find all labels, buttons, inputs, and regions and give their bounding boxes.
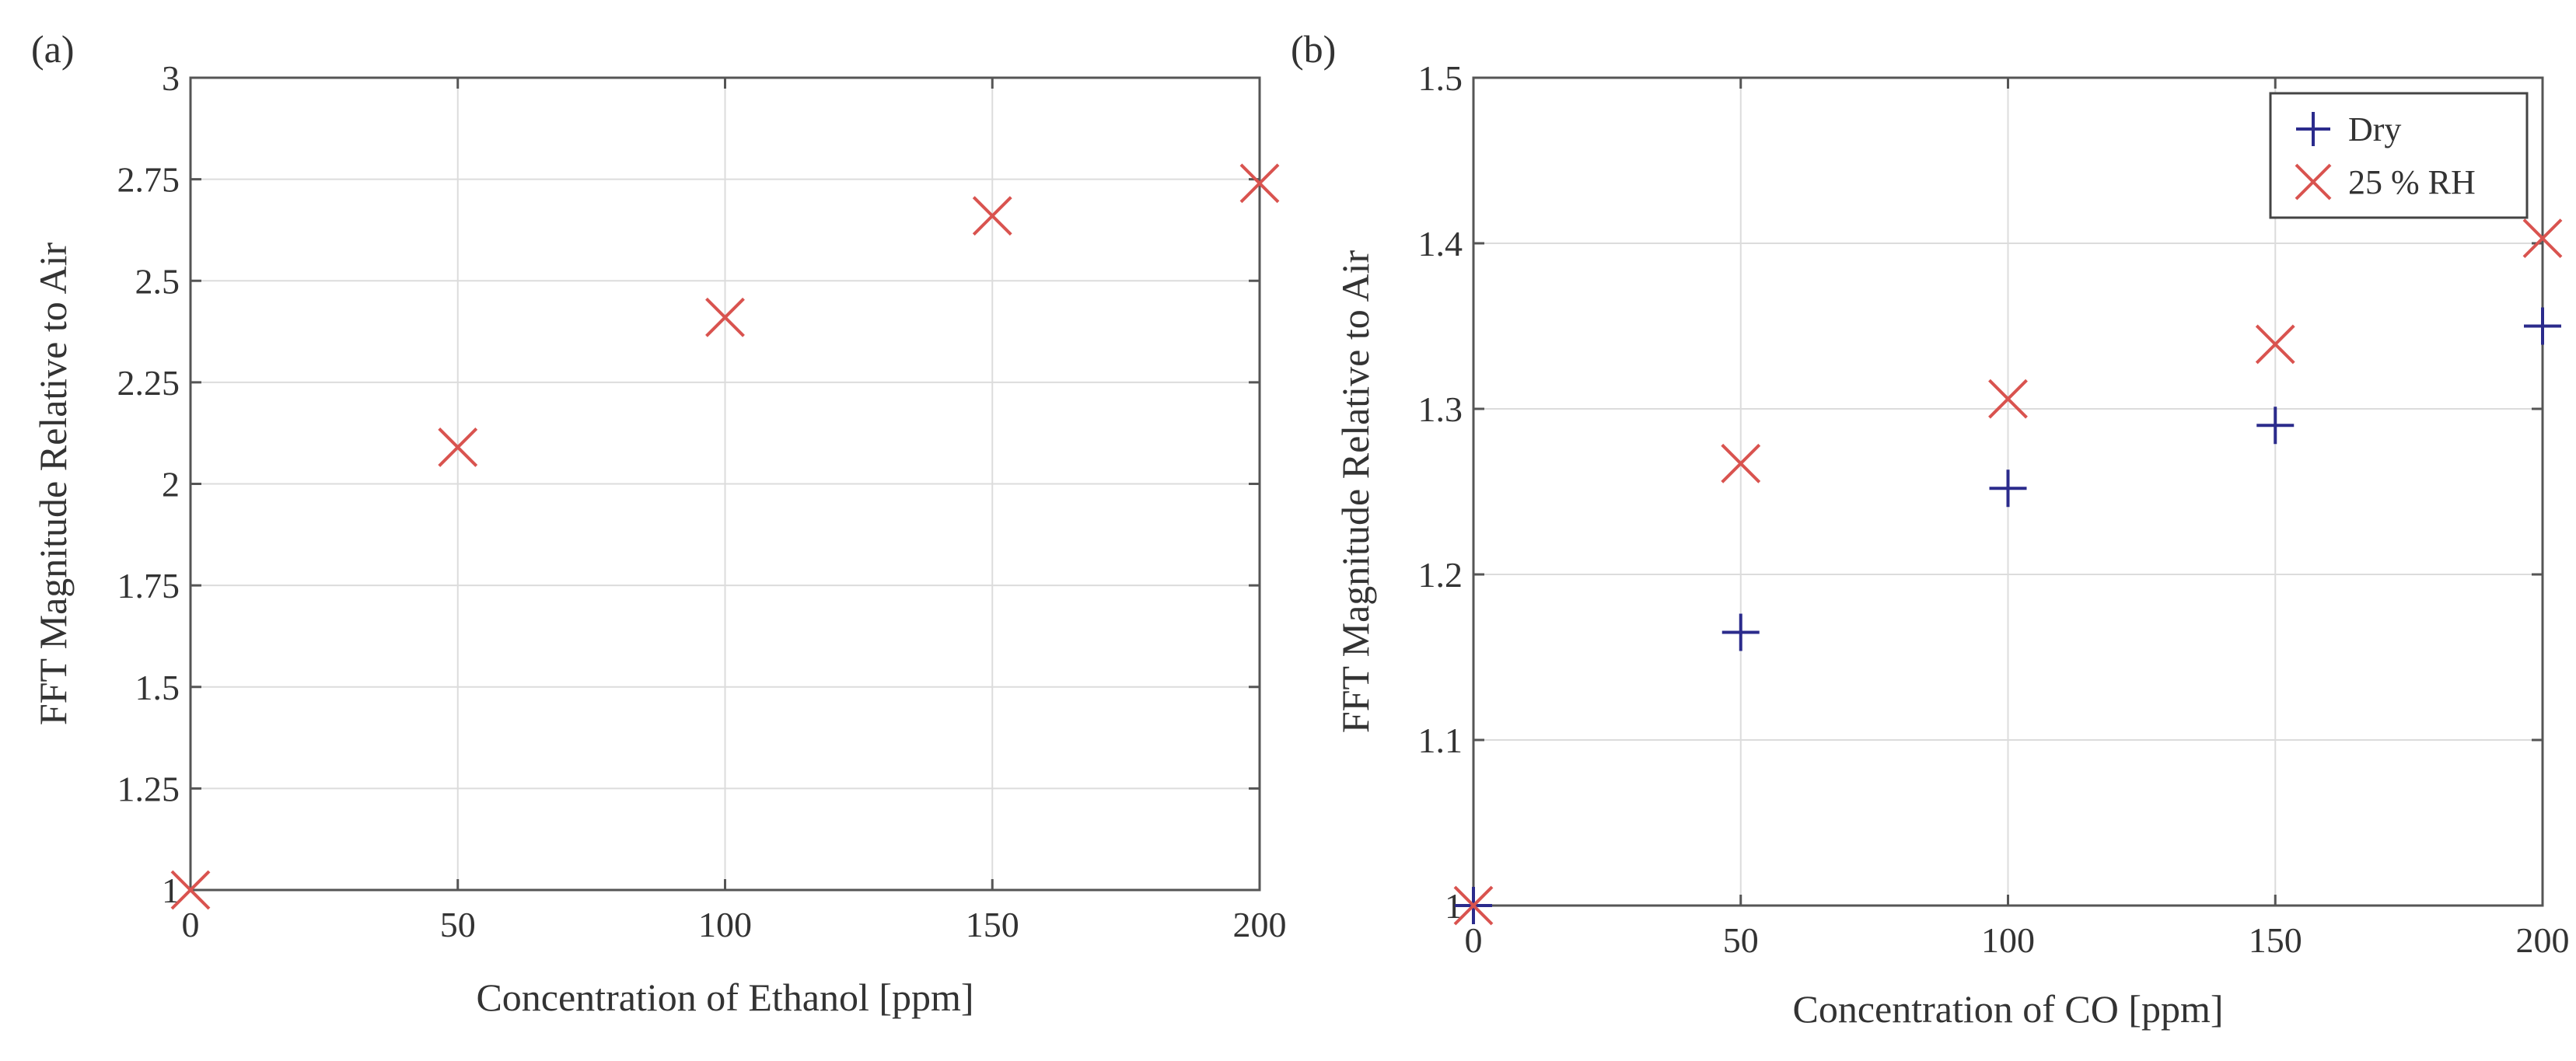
chart-b-series-1-point-3 xyxy=(2255,324,2295,365)
chart-a-series-0-point-4-stroke-2 xyxy=(1239,163,1280,204)
chart-b-series-1-point-0 xyxy=(1453,885,1494,926)
chart-a-grid xyxy=(190,77,1260,891)
chart-a-panel-label: (a) xyxy=(31,27,75,71)
chart-b-y-tick-label-2: 1.2 xyxy=(1418,555,1463,595)
chart-b-legend-label-1: 25 % RH xyxy=(2348,163,2476,201)
chart-b-y-tick-label-5: 1.5 xyxy=(1418,58,1463,98)
chart-a-series-0-point-3 xyxy=(972,196,1012,236)
chart-a-y-tick-label-6: 2.5 xyxy=(135,261,180,301)
chart-b-x-tick-label-1: 50 xyxy=(1723,920,1759,960)
chart-b-series-1-point-4-stroke-2 xyxy=(2522,218,2563,259)
chart-b-legend-box xyxy=(2269,92,2529,219)
chart-a-x-tick-label-0: 0 xyxy=(182,905,200,944)
chart-b-series-1-point-3-stroke-2 xyxy=(2255,324,2295,365)
chart-b-y-axis-label: FFT Magnitude Relative to Air xyxy=(1333,250,1377,734)
chart-a-series-0-point-0-stroke-2 xyxy=(170,870,211,910)
chart-a-y-tick-label-2: 1.5 xyxy=(135,668,180,707)
chart-a-series-0-point-4 xyxy=(1239,163,1280,204)
chart-b-x-tick-label-0: 0 xyxy=(1465,920,1483,960)
chart-b-series-1 xyxy=(1453,218,2563,926)
chart-b-x-tick-label-3: 150 xyxy=(2249,920,2302,960)
chart-panel-a: 0 50 100 150 200 1 1.25 1.5 1.75 2 2.25 2.5 2.75 3 Con… xyxy=(31,27,1287,1019)
chart-b-series-1-point-1 xyxy=(1721,443,1761,483)
chart-a-y-tick-label-8: 3 xyxy=(162,58,180,98)
chart-a-x-tick-label-3: 150 xyxy=(966,905,1019,944)
chart-a-y-tick-label-1: 1.25 xyxy=(117,769,180,808)
chart-a-y-tick-label-5: 2.25 xyxy=(117,363,180,403)
chart-b-series-0-point-4 xyxy=(2524,307,2561,345)
chart-a-series-0-point-1-stroke-2 xyxy=(438,428,478,467)
chart-b-series-1-point-2-stroke-2 xyxy=(1988,379,2028,419)
chart-a-series-0-point-2 xyxy=(705,297,745,337)
chart-b-legend-label-0: Dry xyxy=(2348,110,2401,148)
chart-a-y-tick-label-4: 2 xyxy=(162,465,180,504)
chart-b-legend-marker-0 xyxy=(2296,112,2330,146)
chart-b-x-tick-label-2: 100 xyxy=(1981,920,2035,960)
chart-b-series-1-point-1-stroke-2 xyxy=(1721,443,1761,483)
chart-a-y-axis-label: FFT Magnitude Relative to Air xyxy=(31,243,75,726)
chart-a-y-tick-label-7: 2.75 xyxy=(117,160,180,200)
chart-b-series-0 xyxy=(1455,307,2561,924)
chart-a-x-tick-label-1: 50 xyxy=(440,905,476,944)
chart-b-series-1-point-4 xyxy=(2522,218,2563,259)
chart-b-series-0-point-1 xyxy=(1721,613,1760,651)
chart-a-series-0-point-3-stroke-2 xyxy=(972,196,1012,236)
chart-b-series-1-point-0-stroke-2 xyxy=(1453,885,1494,926)
chart-b-y-tick-label-0: 1 xyxy=(1445,886,1463,926)
chart-a-x-axis-label: Concentration of Ethanol [ppm] xyxy=(476,975,973,1019)
chart-b-series-0-point-2 xyxy=(1989,469,2027,508)
chart-a-x-tick-label-2: 100 xyxy=(698,905,752,944)
chart-b-series-0-point-3 xyxy=(2256,407,2295,445)
chart-a-y-tick-label-0: 1 xyxy=(162,871,180,910)
chart-a-series-0 xyxy=(170,163,1280,910)
chart-a-y-tick-label-3: 1.75 xyxy=(117,566,180,606)
chart-panel-b: 0 50 100 150 200 1 1.1 1.2 1.3 1.4 1.5 Concentratio… xyxy=(1291,27,2570,1031)
chart-a-series-0-point-2-stroke-2 xyxy=(705,297,745,337)
chart-b-legend-marker-1-stroke-2 xyxy=(2295,163,2332,201)
chart-a-series-0-point-1 xyxy=(438,428,478,467)
chart-a-x-tick-label-4: 200 xyxy=(1233,905,1287,944)
chart-a-series-0-point-0 xyxy=(170,870,211,910)
chart-b-panel-label: (b) xyxy=(1291,27,1336,71)
chart-b-legend-marker-1 xyxy=(2295,163,2332,201)
chart-b-series-1-point-2 xyxy=(1988,379,2028,419)
chart-b-y-tick-label-1: 1.1 xyxy=(1418,721,1463,760)
chart-b-y-tick-label-4: 1.4 xyxy=(1418,224,1463,264)
chart-b-legend: Dry 25 % RH xyxy=(2269,92,2529,219)
chart-b-x-axis-label: Concentration of CO [ppm] xyxy=(1792,987,2223,1031)
chart-b-x-tick-label-4: 200 xyxy=(2516,920,2570,960)
chart-b-y-tick-label-3: 1.3 xyxy=(1418,389,1463,429)
